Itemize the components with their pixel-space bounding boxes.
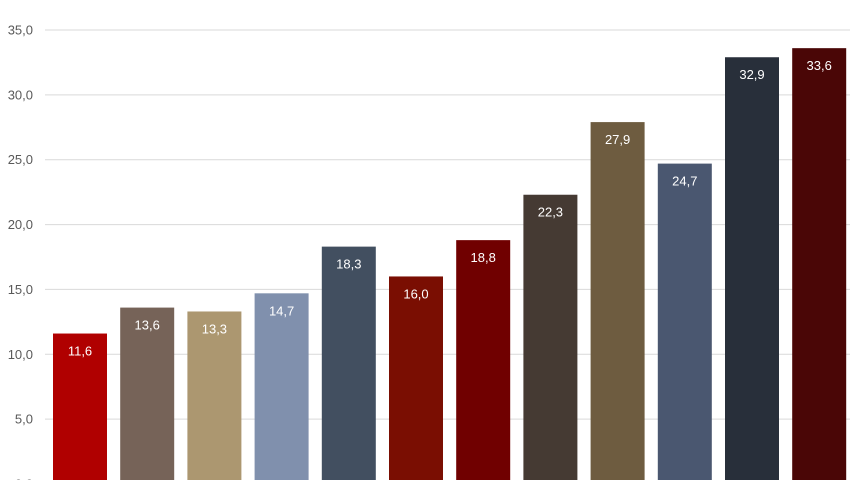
bar-value-label: 14,7: [269, 303, 294, 318]
bar: [725, 57, 779, 480]
bar-value-label: 18,8: [471, 250, 496, 265]
bar: [53, 333, 107, 480]
bar-value-label: 33,6: [807, 58, 832, 73]
y-axis-tick-labels: 0,0 5,0 10,0 15,0 20,0 25,0 30,0 35,0: [8, 23, 33, 480]
y-tick-label: 10,0: [8, 347, 33, 362]
bar: [523, 194, 578, 480]
bar-value-label: 13,6: [135, 318, 160, 333]
bar: [254, 293, 309, 480]
bar: [321, 246, 376, 480]
bar-value-label: 16,0: [403, 286, 428, 301]
bar-value-label: 27,9: [605, 132, 630, 147]
bar-value-label: 24,7: [672, 174, 697, 189]
gridlines: [45, 29, 850, 420]
bar-value-label: 18,3: [336, 257, 361, 272]
bar: [456, 240, 511, 480]
y-tick-label: 30,0: [8, 87, 33, 102]
bar: [389, 276, 443, 480]
bar: [590, 122, 645, 480]
bar-value-label: 22,3: [538, 205, 563, 220]
bar: [792, 48, 847, 480]
bar-value-label: 32,9: [739, 67, 764, 82]
y-tick-label: 20,0: [8, 217, 33, 232]
y-tick-label: 25,0: [8, 152, 33, 167]
bar: [120, 307, 175, 480]
data-labels: 11,6 13,6 13,3 14,7 18,3 16,0 18,8 22,3 27,9 24,7…: [68, 58, 832, 358]
y-tick-label: 15,0: [8, 282, 33, 297]
y-tick-label: 35,0: [8, 23, 33, 38]
bar: [657, 163, 712, 480]
bar-value-label: 13,3: [202, 321, 227, 336]
bars: [53, 48, 847, 480]
bar: [187, 311, 242, 480]
y-tick-label: 5,0: [15, 412, 33, 427]
y-tick-label: 0,0: [15, 477, 33, 480]
bar-value-label: 11,6: [68, 344, 92, 359]
